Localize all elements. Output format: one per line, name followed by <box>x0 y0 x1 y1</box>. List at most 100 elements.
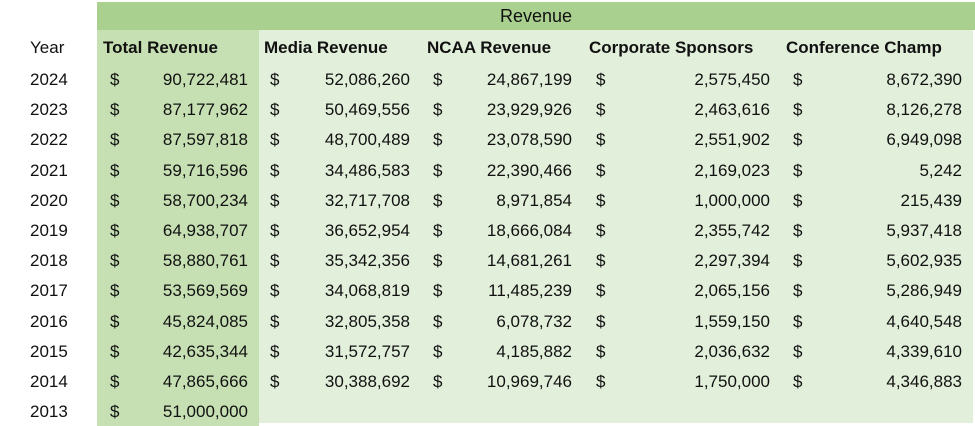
conference-cell[interactable]: 5,937,418 <box>886 221 962 240</box>
total-cell[interactable]: 58,700,234 <box>162 190 248 210</box>
detail-columns-background <box>259 30 973 423</box>
ncaa-cell[interactable]: 10,969,746 <box>486 372 572 391</box>
ncaa-cell[interactable]: 18,666,084 <box>486 221 572 240</box>
currency-symbol: $ <box>433 372 443 391</box>
header-year[interactable]: Year <box>30 38 65 57</box>
corporate-cell[interactable]: 2,297,394 <box>694 251 770 271</box>
total-cell[interactable]: 53,569,569 <box>162 281 248 301</box>
currency-symbol: $ <box>596 160 606 180</box>
currency-symbol: $ <box>110 130 120 150</box>
corporate-cell[interactable]: 2,575,450 <box>694 70 770 89</box>
year-cell[interactable]: 2016 <box>30 311 68 331</box>
year-cell[interactable]: 2023 <box>30 100 68 120</box>
currency-symbol: $ <box>793 311 803 331</box>
total-cell[interactable]: 87,177,962 <box>162 100 248 120</box>
conference-cell[interactable]: 5,602,935 <box>886 251 962 271</box>
year-cell[interactable]: 2019 <box>30 221 68 240</box>
corporate-cell[interactable]: 1,000,000 <box>694 190 770 210</box>
header-corporate-sponsors[interactable]: Corporate Sponsors <box>589 38 754 57</box>
total-cell[interactable]: 51,000,000 <box>162 402 248 422</box>
table-row: 2015 $42,635,344 $31,572,757 $4,185,882 $2,0… <box>0 336 975 366</box>
total-cell[interactable]: 47,865,666 <box>162 372 248 391</box>
media-cell[interactable]: 32,805,358 <box>324 311 410 331</box>
ncaa-cell[interactable]: 24,867,199 <box>486 70 572 89</box>
table-row: 2024 $90,722,481 $52,086,260 $24,867,199 $2,… <box>0 64 975 94</box>
ncaa-cell[interactable]: 23,078,590 <box>486 130 572 150</box>
conference-cell[interactable]: 8,126,278 <box>886 100 962 120</box>
corporate-cell[interactable]: 2,065,156 <box>694 281 770 301</box>
conference-cell[interactable]: 6,949,098 <box>886 130 962 150</box>
media-cell[interactable]: 35,342,356 <box>324 251 410 271</box>
total-cell[interactable]: 45,824,085 <box>162 311 248 331</box>
media-cell[interactable]: 50,469,556 <box>324 100 410 120</box>
currency-symbol: $ <box>110 251 120 271</box>
ncaa-cell[interactable]: 14,681,261 <box>486 251 572 271</box>
media-cell[interactable]: 32,717,708 <box>324 190 410 210</box>
table-row: 2017 $53,569,569 $34,068,819 $11,485,239 $2,… <box>0 275 975 305</box>
currency-symbol: $ <box>433 281 443 301</box>
year-cell[interactable]: 2024 <box>30 70 68 89</box>
conference-cell[interactable]: 215,439 <box>900 190 962 210</box>
table-row: 2014 $47,865,666 $30,388,692 $10,969,746 $1,… <box>0 366 975 396</box>
year-cell[interactable]: 2014 <box>30 372 68 391</box>
year-cell[interactable]: 2017 <box>30 281 68 301</box>
corporate-cell[interactable]: 2,463,616 <box>694 100 770 120</box>
currency-symbol: $ <box>596 341 606 361</box>
total-cell[interactable]: 64,938,707 <box>162 221 248 240</box>
currency-symbol: $ <box>110 221 120 240</box>
corporate-cell[interactable]: 2,355,742 <box>694 221 770 240</box>
table-row: 2023 $87,177,962 $50,469,556 $23,929,926 $2,… <box>0 94 975 124</box>
table-row: 2013 $51,000,000 <box>0 396 975 426</box>
currency-symbol: $ <box>270 251 280 271</box>
media-cell[interactable]: 34,068,819 <box>324 281 410 301</box>
conference-cell[interactable]: 8,672,390 <box>886 70 962 89</box>
header-ncaa-revenue[interactable]: NCAA Revenue <box>427 38 552 57</box>
media-cell[interactable]: 48,700,489 <box>324 130 410 150</box>
currency-symbol: $ <box>433 311 443 331</box>
currency-symbol: $ <box>793 221 803 240</box>
corporate-cell[interactable]: 2,036,632 <box>694 341 770 361</box>
year-cell[interactable]: 2020 <box>30 190 68 210</box>
ncaa-cell[interactable]: 23,929,926 <box>486 100 572 120</box>
year-cell[interactable]: 2022 <box>30 130 68 150</box>
media-cell[interactable]: 30,388,692 <box>324 372 410 391</box>
currency-symbol: $ <box>433 251 443 271</box>
ncaa-cell[interactable]: 4,185,882 <box>496 341 572 361</box>
ncaa-cell[interactable]: 8,971,854 <box>496 190 572 210</box>
currency-symbol: $ <box>110 70 120 89</box>
corporate-cell[interactable]: 1,559,150 <box>694 311 770 331</box>
conference-cell[interactable]: 4,346,883 <box>886 372 962 391</box>
year-cell[interactable]: 2021 <box>30 160 68 180</box>
media-cell[interactable]: 31,572,757 <box>324 341 410 361</box>
currency-symbol: $ <box>596 221 606 240</box>
total-cell[interactable]: 58,880,761 <box>162 251 248 271</box>
year-cell[interactable]: 2018 <box>30 251 68 271</box>
media-cell[interactable]: 52,086,260 <box>324 70 410 89</box>
total-cell[interactable]: 90,722,481 <box>162 70 248 89</box>
header-total-revenue[interactable]: Total Revenue <box>103 38 218 57</box>
ncaa-cell[interactable]: 6,078,732 <box>496 311 572 331</box>
conference-cell[interactable]: 4,339,610 <box>886 341 962 361</box>
header-conference-champ[interactable]: Conference Champ <box>786 38 942 57</box>
media-cell[interactable]: 36,652,954 <box>324 221 410 240</box>
header-media-revenue[interactable]: Media Revenue <box>264 38 388 57</box>
conference-cell[interactable]: 5,242 <box>919 160 962 180</box>
conference-cell[interactable]: 5,286,949 <box>886 281 962 301</box>
table-row: 2022 $87,597,818 $48,700,489 $23,078,590 $2,… <box>0 124 975 154</box>
ncaa-cell[interactable]: 11,485,239 <box>488 281 572 301</box>
corporate-cell[interactable]: 2,169,023 <box>694 160 770 180</box>
currency-symbol: $ <box>110 311 120 331</box>
currency-symbol: $ <box>270 160 280 180</box>
total-cell[interactable]: 87,597,818 <box>162 130 248 150</box>
corporate-cell[interactable]: 2,551,902 <box>694 130 770 150</box>
ncaa-cell[interactable]: 22,390,466 <box>486 160 572 180</box>
currency-symbol: $ <box>596 130 606 150</box>
corporate-cell[interactable]: 1,750,000 <box>694 372 770 391</box>
total-cell[interactable]: 42,635,344 <box>162 341 248 361</box>
year-cell[interactable]: 2015 <box>30 341 68 361</box>
media-cell[interactable]: 34,486,583 <box>324 160 410 180</box>
total-cell[interactable]: 59,716,596 <box>162 160 248 180</box>
conference-cell[interactable]: 4,640,548 <box>886 311 962 331</box>
total-column-background <box>97 30 259 426</box>
year-cell[interactable]: 2013 <box>30 402 68 422</box>
